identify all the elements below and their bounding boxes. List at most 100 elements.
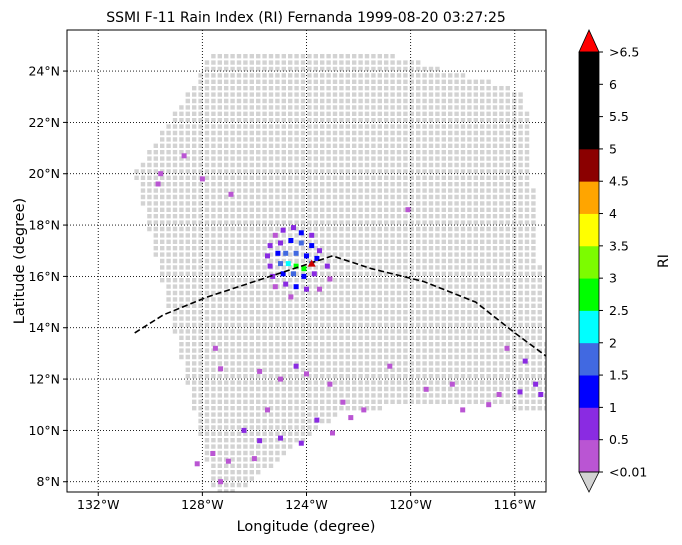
y-tick-label: 16°N [28, 269, 60, 284]
rain-cell [317, 248, 322, 254]
rain-cell [327, 381, 333, 387]
colorbar-tick-label: 6 [609, 77, 617, 92]
rain-cell [340, 399, 346, 405]
x-tick-label: 132°W [77, 497, 119, 512]
rain-cell [278, 240, 283, 246]
rain-cell [423, 386, 429, 392]
rain-cell [533, 381, 539, 387]
colorbar-tick-label: 4 [609, 206, 617, 221]
rain-cell [280, 227, 286, 233]
rain-cell [330, 430, 335, 436]
rain-cell [301, 273, 307, 279]
rain-cell [280, 271, 286, 277]
colorbar-bin [579, 52, 599, 85]
colorbar-under-arrow [578, 471, 600, 493]
y-tick-label: 24°N [28, 64, 60, 79]
x-tick-label: 120°W [389, 497, 431, 512]
rain-cell [486, 402, 492, 408]
rain-cell [265, 253, 270, 259]
rain-cell [272, 232, 278, 238]
rain-cell [291, 225, 296, 231]
rain-cell [270, 273, 276, 279]
rain-cell [257, 438, 263, 444]
swath-layer [134, 54, 546, 492]
colorbar-bin [579, 84, 599, 118]
colorbar-tick-label: <0.01 [609, 465, 647, 480]
rain-cell [387, 363, 393, 369]
rain-cell [275, 250, 281, 256]
rain-cell [293, 284, 299, 290]
colorbar-tick-label: 2.5 [609, 303, 629, 318]
colorbar-tick-label: 2 [609, 335, 617, 350]
y-tick-label: 20°N [28, 166, 60, 181]
rain-cell [327, 276, 333, 282]
rain-cell [225, 458, 231, 464]
x-tick-label: 128°W [181, 497, 223, 512]
x-tick-label: 116°W [494, 497, 536, 512]
map-layer [67, 30, 546, 492]
rain-cell [504, 345, 510, 351]
rain-cell [210, 451, 216, 456]
x-axis-ticks: 132°W 128°W 124°W 120°W 116°W [77, 492, 536, 512]
colorbar-tick-label: 1.5 [609, 368, 629, 383]
colorbar-tick-label: 3 [609, 271, 617, 286]
rain-cell [317, 286, 322, 292]
grid-lines [67, 30, 546, 492]
rain-cell [199, 176, 205, 182]
rain-cell [309, 243, 315, 249]
rain-cell [278, 261, 283, 267]
rain-cell [311, 271, 317, 277]
rain-cell [293, 250, 299, 256]
rain-cell [298, 230, 304, 236]
rain-cell [348, 415, 354, 421]
rain-cell [228, 191, 234, 197]
colorbar-frame [578, 51, 600, 473]
rain-cell [181, 153, 187, 159]
rain-cell [265, 407, 270, 413]
rain-cell [257, 368, 263, 374]
colorbar-bin [579, 278, 599, 311]
rain-cell [522, 358, 528, 364]
rain-cell [304, 371, 309, 377]
no-rain-swath-cells [134, 54, 546, 492]
rain-cell [293, 363, 299, 369]
colorbar-over-arrow [578, 29, 600, 53]
colorbar-tick-label: 4.5 [609, 174, 629, 189]
rain-cell [538, 392, 544, 397]
colorbar-tick-label: 5.5 [609, 109, 629, 124]
rain-cell [517, 389, 523, 395]
colorbar-bin [579, 310, 599, 344]
colorbar-tick-label: 5 [609, 141, 617, 156]
rain-cell [288, 294, 294, 300]
rain-cell [460, 407, 466, 413]
rain-cell [251, 456, 257, 462]
rain-cell [496, 392, 502, 397]
y-axis-label: Latitude (degree) [12, 198, 28, 324]
y-tick-label: 18°N [28, 218, 60, 233]
colorbar-tick-label: >6.5 [609, 45, 639, 60]
rain-cell [298, 440, 304, 446]
y-tick-label: 14°N [28, 320, 60, 335]
y-axis-ticks: 8°N 10°N 12°N 14°N 16°N 18°N 20°N 22°N 24°N [28, 64, 67, 489]
x-tick-label: 124°W [285, 497, 327, 512]
y-tick-label: 8°N [36, 474, 60, 489]
rain-cell [267, 263, 273, 269]
rain-cell [272, 284, 278, 290]
rain-cell [283, 250, 289, 256]
storm-track-line [134, 255, 546, 357]
rain-cell [278, 435, 283, 441]
rain-cell [218, 479, 224, 485]
rain-cell [212, 345, 218, 351]
rain-cell [309, 232, 315, 238]
rain-cell [304, 253, 309, 259]
rain-cell [283, 281, 289, 287]
rain-cell [298, 240, 304, 246]
colorbar-bin [579, 342, 599, 376]
colorbar-bin [579, 148, 599, 182]
rain-cell [267, 243, 273, 249]
colorbar-tick-label: 1 [609, 400, 617, 415]
rain-cell [158, 171, 164, 177]
rain-cell [405, 207, 411, 213]
rain-cell [314, 255, 320, 261]
